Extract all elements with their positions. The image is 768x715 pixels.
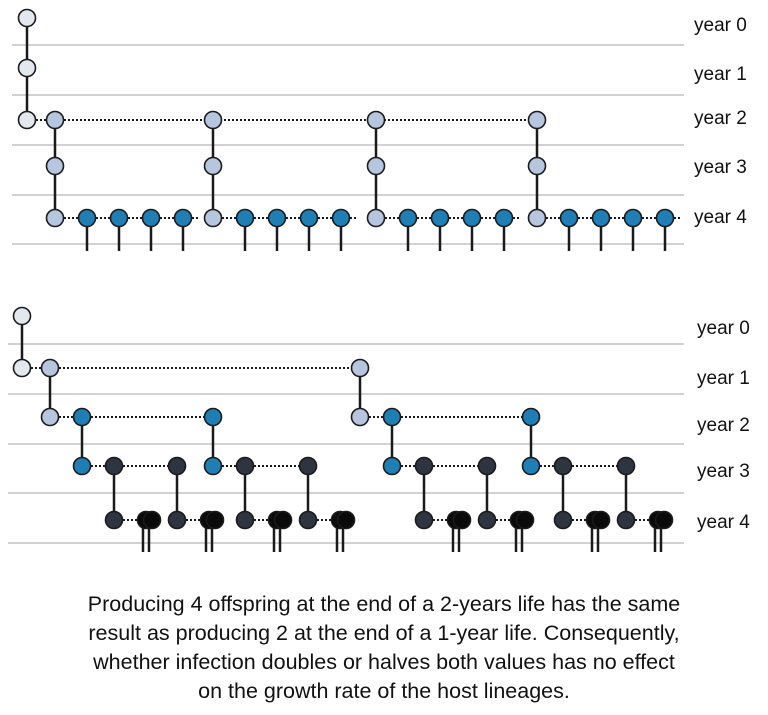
individual-node [494, 208, 514, 228]
individual-node [527, 110, 547, 130]
individual-node [235, 456, 255, 476]
individual-node [655, 208, 675, 228]
individual-node [477, 456, 497, 476]
individual-node [72, 456, 92, 476]
bottom-gridlines [8, 343, 684, 544]
individual-node [591, 510, 611, 530]
individual-node [77, 208, 97, 228]
individual-node [17, 58, 37, 78]
individual-node [559, 208, 579, 228]
caption-line-3: whether infection doubles or halves both… [93, 650, 675, 674]
individual-node [366, 156, 386, 176]
caption-line-2: result as producing 2 at the end of a 1-… [88, 621, 680, 645]
individual-node [298, 510, 318, 530]
individual-node [12, 358, 32, 378]
individual-node [109, 208, 129, 228]
individual-node [167, 510, 187, 530]
individual-node [366, 208, 386, 228]
individual-node [527, 208, 547, 228]
individual-node [398, 208, 418, 228]
individual-node [591, 208, 611, 228]
individual-node [477, 510, 497, 530]
individual-node [515, 510, 535, 530]
individual-node [553, 456, 573, 476]
individual-node [235, 510, 255, 530]
individual-node [616, 510, 636, 530]
individual-node [350, 358, 370, 378]
individual-node [414, 456, 434, 476]
individual-node [331, 208, 351, 228]
individual-node [104, 456, 124, 476]
individual-node [203, 156, 223, 176]
individual-node [141, 208, 161, 228]
individual-node [12, 306, 32, 326]
individual-node [40, 407, 60, 427]
caption: Producing 4 offspring at the end of a 2-… [0, 590, 768, 706]
individual-node [382, 456, 402, 476]
individual-node [40, 358, 60, 378]
caption-line-4: on the growth rate of the host lineages. [198, 679, 570, 703]
individual-node [17, 8, 37, 28]
top-year-label-3: year 3 [694, 157, 747, 178]
individual-node [616, 456, 636, 476]
top-panel: year 0 year 1 year 2 year 3 year 4 [12, 8, 747, 251]
individual-node [17, 110, 37, 130]
individual-node [382, 407, 402, 427]
bottom-year-label-1: year 1 [697, 368, 750, 389]
individual-node [205, 510, 225, 530]
individual-node [521, 407, 541, 427]
individual-node [167, 456, 187, 476]
top-gridlines [12, 44, 684, 245]
bottom-year-label-4: year 4 [697, 512, 750, 533]
bottom-individuals [12, 306, 674, 530]
top-year-label-1: year 1 [694, 64, 747, 85]
top-year-label-4: year 4 [694, 207, 747, 228]
bottom-year-label-2: year 2 [697, 415, 750, 436]
top-individuals [17, 8, 675, 228]
lineage-diagram: year 0 year 1 year 2 year 3 year 4 year … [8, 8, 750, 552]
individual-node [299, 208, 319, 228]
individual-node [654, 510, 674, 530]
individual-node [553, 510, 573, 530]
caption-line-1: Producing 4 offspring at the end of a 2-… [87, 592, 681, 616]
top-year-label-2: year 2 [694, 108, 747, 129]
individual-node [414, 510, 434, 530]
individual-node [203, 407, 223, 427]
individual-node [104, 510, 124, 530]
individual-node [273, 510, 293, 530]
individual-node [72, 407, 92, 427]
individual-node [366, 110, 386, 130]
individual-node [430, 208, 450, 228]
individual-node [45, 110, 65, 130]
individual-node [452, 510, 472, 530]
individual-node [203, 456, 223, 476]
individual-node [298, 456, 318, 476]
individual-node [235, 208, 255, 228]
individual-node [336, 510, 356, 530]
individual-node [142, 510, 162, 530]
individual-node [462, 208, 482, 228]
top-year-label-0: year 0 [694, 15, 747, 36]
individual-node [623, 208, 643, 228]
bottom-year-label-0: year 0 [697, 318, 750, 339]
individual-node [45, 208, 65, 228]
individual-node [203, 208, 223, 228]
individual-node [173, 208, 193, 228]
individual-node [203, 110, 223, 130]
individual-node [527, 156, 547, 176]
individual-node [45, 156, 65, 176]
bottom-panel: year 0 year 1 year 2 year 3 year 4 [8, 306, 750, 552]
individual-node [350, 407, 370, 427]
individual-node [521, 456, 541, 476]
individual-node [267, 208, 287, 228]
bottom-year-label-3: year 3 [697, 461, 750, 482]
